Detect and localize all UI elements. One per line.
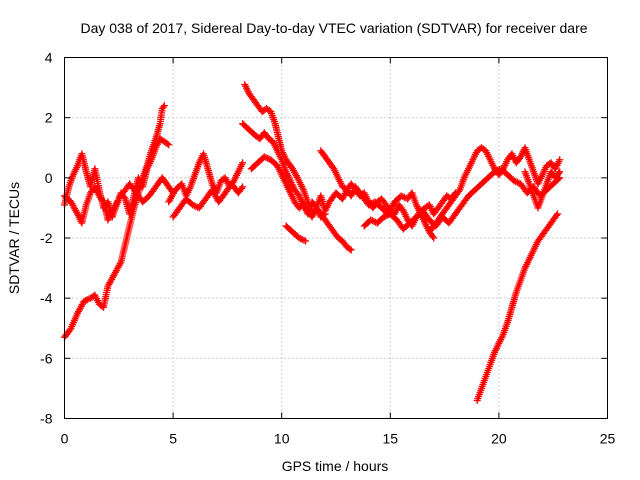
y-tick-label: -6 <box>40 350 53 366</box>
y-tick-label: -4 <box>40 290 53 306</box>
y-tick-label: -2 <box>40 230 53 246</box>
chart-title: Day 038 of 2017, Sidereal Day-to-day VTE… <box>80 20 587 36</box>
x-tick-label: 5 <box>169 431 177 447</box>
y-tick-label: 2 <box>45 110 53 126</box>
y-tick-label: 4 <box>45 50 53 66</box>
x-tick-label: 20 <box>491 431 507 447</box>
x-tick-label: 25 <box>600 431 616 447</box>
ticks: 0 5 10 15 20 25 -8 -6 -4 -2 0 2 4 <box>40 50 615 447</box>
y-axis-label: SDTVAR / TECUs <box>6 182 22 294</box>
x-tick-label: 0 <box>61 431 69 447</box>
x-tick-label: 15 <box>383 431 399 447</box>
x-tick-label: 10 <box>274 431 290 447</box>
y-tick-label: -8 <box>40 411 53 427</box>
y-tick-label: 0 <box>45 170 53 186</box>
x-axis-label: GPS time / hours <box>282 458 389 474</box>
